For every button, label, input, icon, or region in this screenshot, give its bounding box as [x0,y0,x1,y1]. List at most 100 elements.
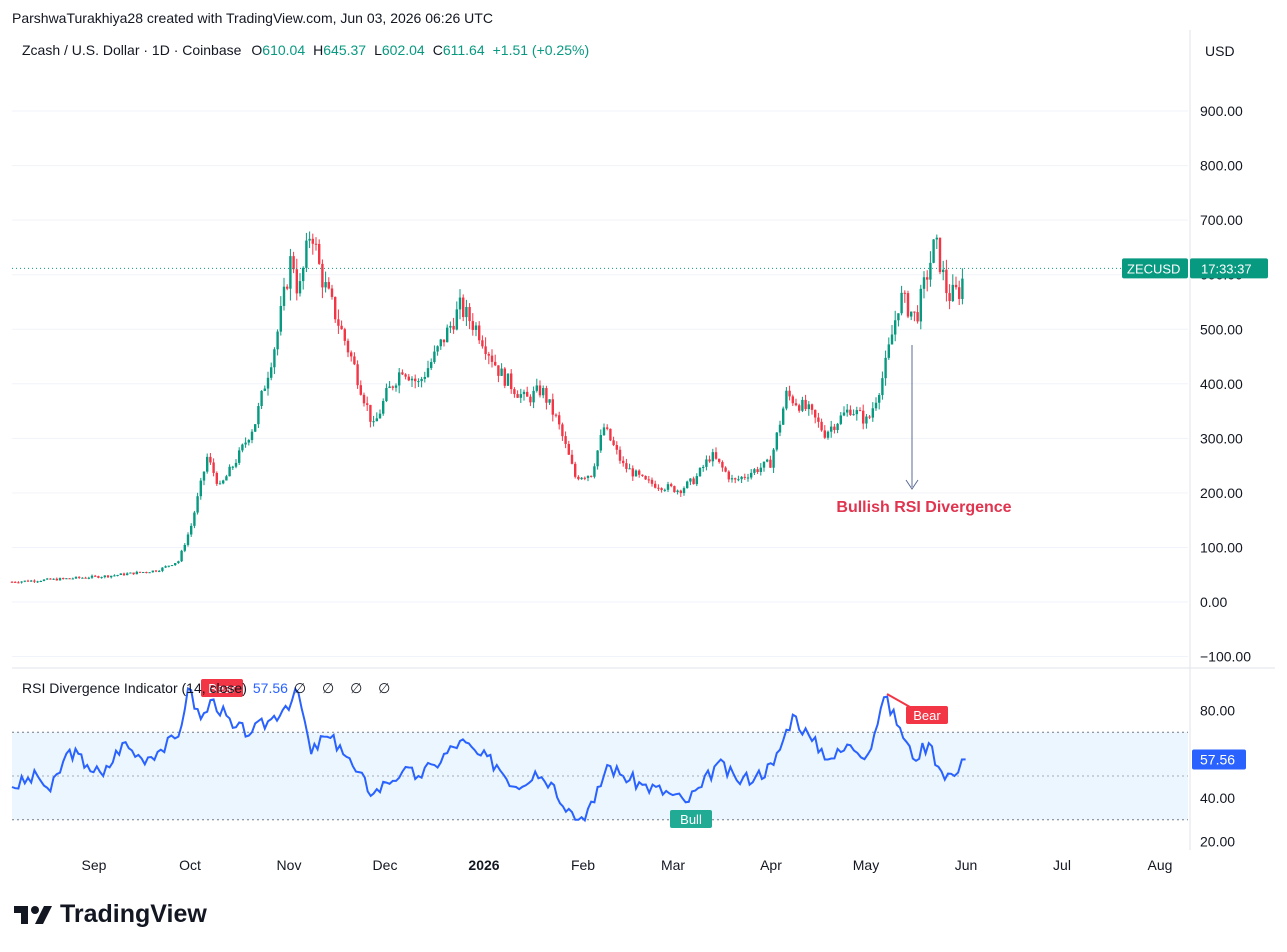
candle-body [574,463,577,477]
candle-body [894,320,897,335]
candle-body [583,477,586,479]
candle-body [202,471,206,481]
candle-body [270,367,273,378]
tradingview-brand[interactable]: TradingView [14,900,207,929]
candle-body [724,467,727,472]
candle-body [17,582,20,584]
candle-body [929,262,932,280]
price-tick-label: 700.00 [1200,212,1243,228]
candle-body [942,269,945,273]
candle-body [401,372,404,375]
rsi-bear-marker-oct-box [201,679,243,697]
symbol-title[interactable]: Zcash / U.S. Dollar · 1D · Coinbase [22,42,242,58]
candle-body [186,534,190,545]
candle-body [26,580,30,582]
rsi-bear-divergence-line [886,693,911,708]
candle-body [519,394,522,398]
candle-body [839,415,842,424]
candle-body [90,575,94,578]
high-label: H [313,42,324,58]
candle-body [759,467,762,472]
rsi-legend[interactable]: RSI Divergence Indicator (14, close) 57.5… [22,680,396,697]
candle-body [398,372,401,386]
candle-body [599,435,602,451]
tradingview-logo-icon [14,903,54,927]
candle-body [910,311,913,317]
candle-body [548,399,551,403]
candle-body [20,581,23,583]
candle-body [260,390,263,407]
candle-body [868,416,871,418]
candle-body [906,293,910,317]
price-tick-label: 200.00 [1200,485,1243,501]
candle-body [590,475,593,477]
candle-body [855,410,858,415]
candle-body [350,352,353,357]
candle-body [442,339,446,343]
candle-body [602,427,606,436]
candle-body [46,578,49,580]
candle-body [756,469,759,472]
candle-body [535,385,538,391]
candle-body [42,579,46,581]
candle-body [468,306,471,322]
candle-body [772,449,775,468]
candle-body [302,267,305,282]
candle-body [62,578,65,580]
close-value: 611.64 [442,42,485,58]
candle-body [404,374,407,377]
candle-body [708,459,711,462]
candle-body [935,237,938,240]
candle-body [126,573,129,576]
candle-body [122,573,126,576]
divergence-arrow-head [905,479,919,490]
countdown-tag-label: 17:33:37 [1201,261,1252,276]
candle-body [458,297,462,310]
candle-body [334,296,337,320]
candle-body [161,567,164,571]
candle-body [788,390,791,397]
candle-body [14,581,17,583]
candle-body [247,440,250,443]
candle-body [110,575,113,578]
candle-body [670,484,673,487]
close-label: C [432,42,443,58]
candle-body [794,403,798,406]
candle-body [586,475,590,478]
candle-body [87,577,90,579]
candle-body [814,409,817,418]
time-axis-label: Jul [1053,857,1071,873]
candle-body [154,570,158,572]
candle-body [884,357,887,379]
rsi-value-tag [1192,749,1246,770]
price-tick-label: −100.00 [1200,649,1251,665]
candle-body [750,472,753,478]
candle-body [340,325,343,330]
candle-body [266,377,270,389]
currency-label[interactable]: USD [1205,43,1235,59]
candle-body [145,572,148,574]
candle-body [631,468,634,477]
candle-body [762,461,766,468]
candle-body [606,427,609,429]
candle-body [129,572,132,574]
candle-body [612,440,615,445]
open-value: 610.04 [262,42,306,58]
candle-body [826,431,830,438]
candle-body [487,354,490,356]
candle-body [30,580,33,582]
candle-body [564,436,567,444]
candle-body [919,288,922,322]
candle-body [36,581,39,583]
time-axis: Sep Oct Nov Dec 2026 Feb Mar Apr May Jun Jul Aug [82,857,1173,873]
candle-body [225,476,228,481]
time-axis-label: Apr [760,857,782,873]
candle-body [615,444,618,450]
candle-body [510,373,513,390]
candle-body [359,385,362,395]
candle-body [842,412,846,416]
candle-body [103,575,106,578]
candle-body [705,459,708,467]
candle-body [660,488,663,491]
